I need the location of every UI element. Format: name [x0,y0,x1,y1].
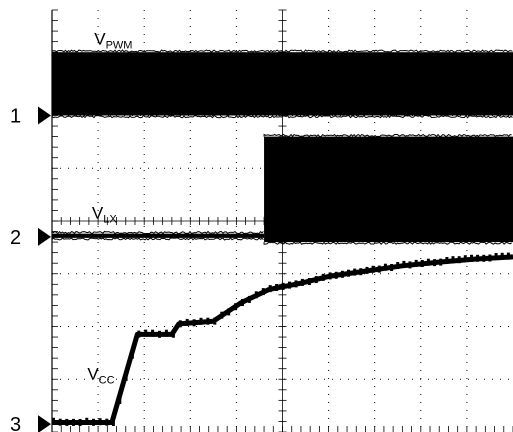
trace-cc-step [420,260,424,267]
trace-cc-step [199,317,203,325]
trace-cc-step [105,418,109,426]
trace-cc-step [383,263,387,271]
trace-lx-lower-edge-1 [263,241,512,245]
trace-cc-step [111,419,115,426]
trace-cc-step [396,262,400,269]
trace-cc-step [390,264,394,271]
trace-cc-step [234,303,238,311]
trace-cc-step [158,330,161,338]
trace-label-main: V [92,203,104,222]
trace-cc-step [414,259,418,267]
trace-cc-step [353,268,357,276]
trace-cc-step [314,276,318,284]
trace-cc-step [171,330,175,338]
channel-2-number: 2 [10,227,21,249]
trace-label-sub: PWM [106,39,133,51]
trace-cc-step [213,317,217,325]
trace-label-sub: CC [99,374,115,386]
trace-cc-step [268,285,272,293]
trace-cc-step [470,254,473,262]
trace-cc-step [78,419,82,426]
trace-cc-step [476,254,480,262]
trace-cc-step [98,418,102,426]
trace-cc-step [124,373,128,381]
trace-cc-step [463,255,467,263]
trace-label-main: V [94,29,106,48]
trace-pwm-lower-edge-0 [51,114,513,119]
trace-cc-step [261,288,265,296]
trace-cc-step [275,284,279,291]
trace-cc-step [439,258,443,266]
trace-cc-step [178,320,182,328]
channel-1-number: 1 [10,106,21,128]
trace-cc-step [281,282,285,290]
channel-1-ground-marker [38,106,51,125]
trace-cc-step [359,268,363,276]
trace-lx-band-0 [52,233,265,238]
channel-marker-layer: 1 2 3 [10,106,51,432]
trace-cc-step [192,319,196,327]
trace-cc-step [300,278,304,286]
trace-label-main: V [87,364,99,383]
trace-label-lx: VLX [92,203,117,225]
trace-cc-step [118,396,122,404]
trace-cc-step [164,329,168,337]
trace-layer [51,49,513,426]
channel-3-number: 3 [10,414,21,432]
trace-cc-step [328,272,332,280]
trace-cc-step [365,266,369,274]
trace-cc-step [340,270,344,278]
trace-cc-step [494,253,498,260]
trace-cc-step [227,308,231,316]
trace-cc-step [488,254,492,262]
trace-cc-step [445,257,449,264]
trace-pwm-band-0 [52,52,513,116]
trace-cc-step [377,265,381,273]
trace-cc-step [151,329,155,337]
trace-cc-step [426,258,430,266]
trace-cc-step [144,329,148,337]
trace-label-sub: LX [103,213,117,225]
trace-cc-step [371,265,375,273]
trace-cc-step [294,280,298,288]
trace-cc-step [288,281,291,289]
trace-cc-step [241,299,244,306]
channel-2-ground-marker [38,227,51,246]
trace-cc-step [334,271,338,279]
trace-cc-step [65,418,69,426]
trace-label-pwm: VPWM [94,29,132,51]
trace-cc-step [137,330,141,338]
trace-lx-upper-edge-0 [51,230,264,235]
trace-cc-step [408,261,412,269]
trace-cc-step [206,317,210,325]
trace-cc-step [58,418,62,426]
trace-cc-step [92,418,95,426]
trace-cc-step [457,256,461,264]
trace-cc-step [130,351,134,359]
trace-cc-step [482,254,486,262]
trace-lx-band-1 [264,136,513,243]
trace-cc-step [247,295,251,303]
trace-cc-step [52,417,55,425]
trace-cc-step [321,273,325,281]
trace-cc-step [506,252,510,260]
trace-lx-lower-edge-0 [51,237,264,241]
channel-3-ground-marker [38,415,51,432]
trace-cc-step [72,418,75,426]
trace-cc-step [433,259,437,267]
trace-label-cc: VCC [87,364,114,386]
trace-cc-step [347,269,350,277]
trace-cc-step [402,260,406,268]
trace-lx-upper-edge-1 [263,133,512,138]
trace-pwm-upper-edge-0 [51,49,513,53]
trace-cc-step [451,256,455,264]
trace-cc-step [307,278,311,285]
trace-cc-step [500,252,504,260]
trace-cc-step [254,291,258,299]
trace-cc-step [220,311,224,319]
trace-cc-step [85,417,89,425]
trace-cc-step [185,318,189,326]
